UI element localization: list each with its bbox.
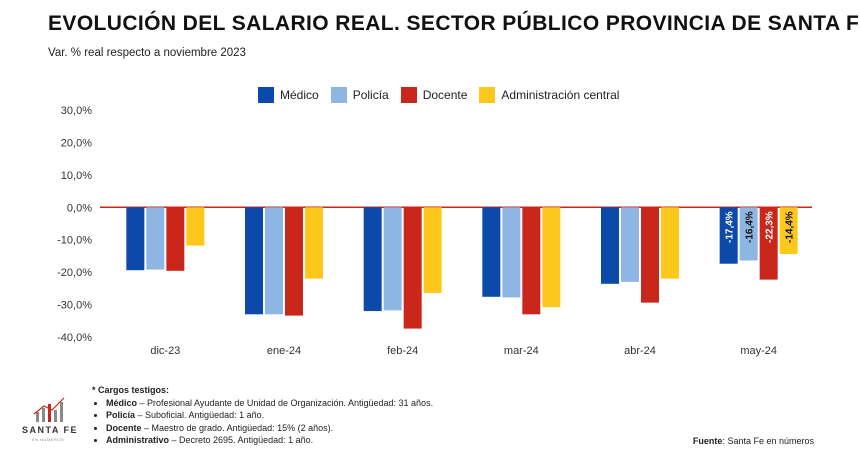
bar	[166, 207, 185, 271]
source-text: : Santa Fe en números	[722, 436, 814, 446]
y-tick-label: 10,0%	[61, 170, 92, 182]
note-role: Policía	[106, 410, 136, 420]
note-role: Administrativo	[106, 435, 170, 445]
legend-swatch-docente	[400, 87, 417, 103]
notes-list: Médico – Profesional Ayudante de Unidad …	[92, 397, 433, 447]
legend-label-policia: Policía	[352, 88, 389, 102]
note-item: Administrativo – Decreto 2695. Antigüeda…	[106, 434, 433, 447]
legend-item-medico: Médico	[258, 87, 319, 103]
bar	[621, 207, 639, 282]
bar	[186, 207, 205, 246]
source: Fuente: Santa Fe en números	[693, 436, 814, 446]
bar	[522, 207, 541, 315]
bar	[641, 207, 659, 303]
santa-fe-logo-icon	[33, 397, 65, 422]
legend-swatch-administracion	[479, 87, 496, 103]
data-label: -16,4%	[745, 211, 756, 243]
bar	[383, 207, 402, 311]
note-role: Docente	[106, 422, 142, 433]
bar	[423, 207, 442, 293]
source-label: Fuente	[692, 436, 723, 446]
bar	[245, 207, 263, 315]
legend-item-docente: Docente	[400, 87, 468, 103]
bar	[779, 207, 798, 254]
note-desc: – Profesional Ayudante de Unidad de Orga…	[137, 397, 434, 408]
bar	[403, 207, 422, 329]
x-tick-label: abr-24	[624, 345, 656, 357]
data-label: -22,3%	[765, 211, 776, 243]
y-tick-label: -40,0%	[57, 332, 92, 344]
note-desc: – Maestro de grado. Antigüedad: 15% (2 a…	[141, 422, 334, 433]
bar	[126, 207, 145, 271]
bar	[265, 207, 283, 315]
x-tick-label: feb-24	[387, 345, 418, 357]
legend-swatch-policia	[330, 87, 347, 103]
bar	[305, 207, 323, 279]
legend-label-docente: Docente	[422, 88, 468, 102]
legend-item-policia: Policía	[330, 87, 389, 103]
data-label: -14,4%	[785, 211, 796, 243]
notes-title: * Cargos testigos:	[92, 385, 170, 395]
data-label: -17,4%	[725, 211, 736, 243]
y-tick-label: 30,0%	[61, 105, 92, 117]
note-item: Policía – Suboficial. Antigüedad: 1 año.	[106, 409, 433, 422]
bar	[482, 207, 501, 297]
bar	[601, 207, 619, 284]
note-item: Docente – Maestro de grado. Antigüedad: …	[106, 422, 433, 435]
y-tick-label: 20,0%	[61, 137, 92, 149]
y-tick-label: -20,0%	[57, 267, 92, 279]
x-tick-label: ene-24	[267, 345, 301, 357]
bar	[542, 207, 561, 308]
logo-text: SANTA FE	[22, 425, 78, 435]
chart-subtitle: Var. % real respecto a noviembre 2023	[48, 47, 246, 59]
bar	[661, 207, 679, 279]
chart-title: EVOLUCIÓN DEL SALARIO REAL. SECTOR PÚBLI…	[48, 12, 860, 35]
notes: * Cargos testigos: Médico – Profesional …	[92, 384, 433, 447]
bar	[739, 207, 758, 261]
legend-label-administracion: Administración central	[501, 88, 620, 102]
bar	[759, 207, 778, 280]
x-tick-label: dic-23	[150, 345, 180, 357]
note-desc: – Suboficial. Antigüedad: 1 año.	[135, 410, 265, 420]
note-role: Médico	[106, 397, 138, 408]
x-tick-label: may-24	[740, 345, 777, 357]
y-tick-label: -30,0%	[57, 300, 92, 312]
bar	[502, 207, 521, 298]
bar-chart: 30,0% 20,0% 10,0% 0,0% -10,0% -20,0% -30,0% -40…	[57, 105, 812, 357]
legend-swatch-medico	[258, 87, 274, 103]
legend-item-administracion: Administración central	[479, 87, 619, 103]
note-item: Médico – Profesional Ayudante de Unidad …	[106, 397, 433, 410]
y-tick-label: -10,0%	[57, 235, 92, 247]
bar	[146, 207, 165, 270]
note-desc: – Decreto 2695. Antigüedad: 1 año.	[169, 435, 314, 445]
y-tick-label: 0,0%	[67, 202, 92, 214]
bar	[285, 207, 303, 316]
legend-label-medico: Médico	[280, 88, 319, 102]
logo-subtext: EN NÚMEROS	[32, 437, 65, 442]
bar	[719, 207, 738, 264]
bar	[363, 207, 382, 312]
x-tick-label: mar-24	[504, 345, 539, 357]
legend: Médico Policía Docente Administración ce…	[258, 87, 631, 103]
